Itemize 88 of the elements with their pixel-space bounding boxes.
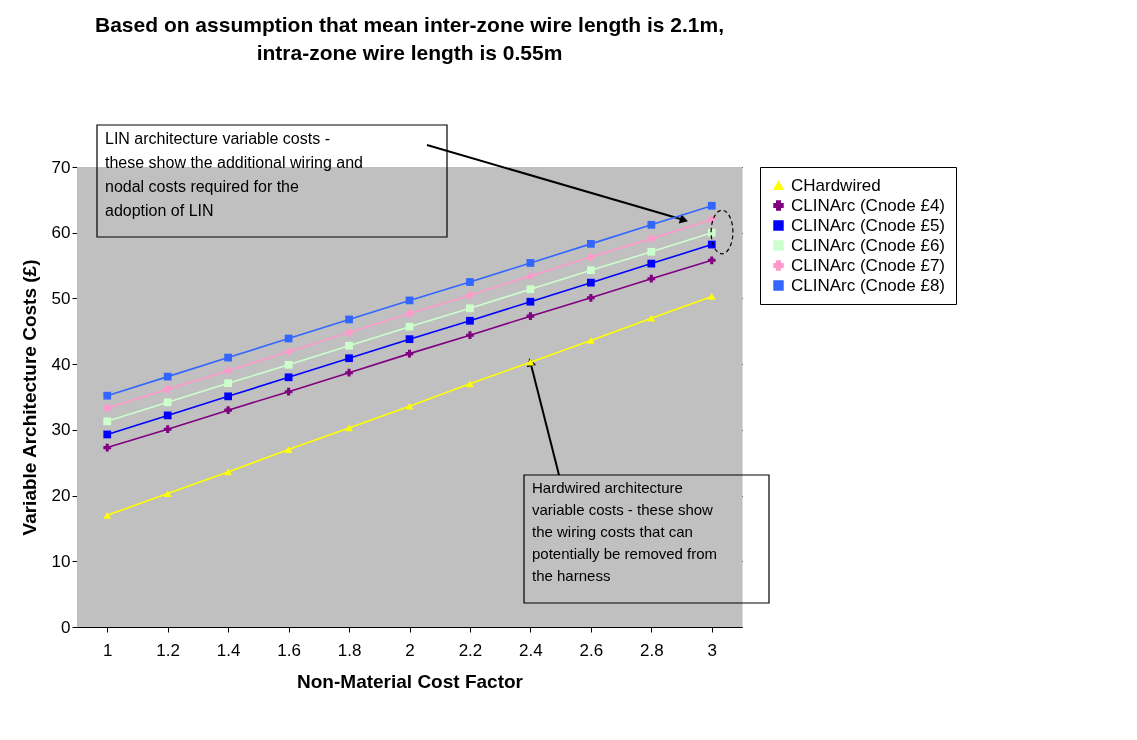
point (647, 259, 656, 268)
point (224, 353, 233, 362)
point (405, 335, 414, 344)
point (586, 293, 595, 302)
point (526, 259, 535, 267)
point (224, 366, 233, 375)
point (284, 373, 293, 382)
point (405, 402, 414, 410)
x-tick-label: 1.6 (277, 640, 301, 660)
point (647, 247, 656, 256)
y-tick-label: 70 (51, 157, 71, 177)
point (224, 392, 233, 401)
annotation: LIN architecture variable costs - these show the additional wiring and nodal costs required for the adoption of LIN (105, 130, 363, 219)
y-tick-label: 30 (51, 420, 71, 440)
point (163, 490, 172, 497)
point (526, 312, 535, 321)
legend-label: CLINArc (Cnode £6) (791, 235, 946, 255)
legend-label: CLINArc (Cnode £5) (791, 215, 946, 235)
y-tick-label: 60 (51, 223, 71, 243)
point (103, 391, 112, 400)
point (224, 379, 233, 388)
point (345, 354, 353, 363)
y-tick-label: 50 (51, 288, 71, 308)
x-tick-label: 1.8 (337, 640, 362, 660)
y-axis-title: Variable Architecture Costs (£) (18, 259, 40, 536)
point (466, 278, 474, 286)
point (345, 341, 353, 350)
point (163, 385, 172, 393)
point (103, 404, 112, 413)
legend-label: CHardwired (791, 175, 881, 195)
annotation: Hardwired architecture variable costs - these show the wiring costs that can potentially be removed from the harness (532, 479, 718, 584)
point (103, 511, 112, 519)
point (405, 349, 414, 358)
point (466, 380, 474, 388)
point (586, 253, 595, 261)
point (103, 430, 112, 439)
point (707, 201, 716, 210)
point (466, 304, 474, 313)
point (284, 446, 293, 453)
legend-label: CLINArc (Cnode £4) (791, 195, 946, 215)
point (345, 328, 353, 337)
point (526, 272, 535, 280)
point (163, 372, 172, 381)
x-tick-label: 1 (102, 640, 113, 660)
x-tick-label: 3 (707, 640, 718, 660)
point (586, 266, 595, 275)
point (647, 234, 656, 243)
point (647, 220, 656, 229)
point (163, 398, 172, 407)
point (707, 293, 716, 300)
point (224, 468, 233, 476)
point (586, 337, 595, 344)
point (586, 278, 595, 287)
point (526, 297, 535, 306)
point (224, 406, 233, 415)
point (526, 285, 535, 294)
y-tick-label: 10 (51, 551, 71, 571)
point (284, 360, 293, 369)
point (466, 331, 474, 340)
point (345, 315, 353, 324)
point (103, 443, 112, 452)
point (405, 322, 414, 331)
legend-label: CLINArc (Cnode £7) (791, 255, 946, 275)
point (345, 368, 353, 377)
x-axis-title: Non-Material Cost Factor (297, 670, 524, 692)
x-tick-label: 2.2 (458, 640, 483, 660)
point (163, 411, 172, 420)
x-tick-label: 2.6 (579, 640, 604, 660)
point (284, 387, 293, 396)
x-tick-label: 1.4 (216, 640, 241, 660)
x-tick-label: 2.4 (519, 640, 543, 660)
point (647, 274, 656, 283)
x-tick-label: 2 (405, 640, 415, 660)
point (284, 347, 293, 356)
y-tick-label: 40 (51, 354, 71, 374)
x-tick-label: 1.2 (156, 640, 180, 660)
x-tick-label: 2.8 (640, 640, 664, 660)
point (586, 240, 595, 248)
point (707, 256, 716, 265)
y-tick-label: 20 (51, 486, 71, 506)
point (163, 425, 172, 434)
point (466, 316, 474, 325)
chart-title: Based on assumption that mean inter-zone wire length is 2.1m, intra-zone wire length is 0.55m (95, 13, 724, 65)
point (466, 291, 474, 300)
point (345, 424, 353, 432)
y-tick-label: 0 (61, 617, 71, 637)
point (103, 417, 112, 426)
legend-label: CLINArc (Cnode £8) (791, 275, 946, 295)
